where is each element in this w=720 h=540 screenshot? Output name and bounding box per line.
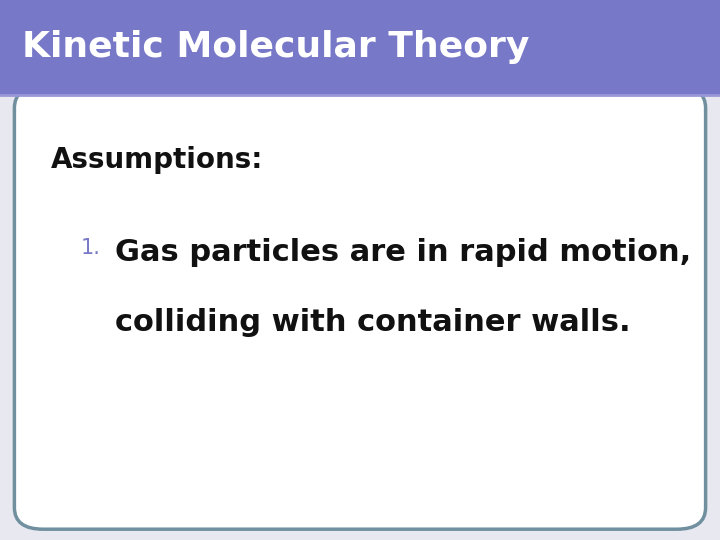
FancyBboxPatch shape — [0, 0, 720, 94]
Text: 1.: 1. — [81, 238, 101, 258]
Text: colliding with container walls.: colliding with container walls. — [115, 308, 631, 337]
Text: Gas particles are in rapid motion,: Gas particles are in rapid motion, — [115, 238, 691, 267]
Text: Assumptions:: Assumptions: — [50, 146, 263, 174]
FancyBboxPatch shape — [14, 86, 706, 529]
Text: Kinetic Molecular Theory: Kinetic Molecular Theory — [22, 30, 529, 64]
